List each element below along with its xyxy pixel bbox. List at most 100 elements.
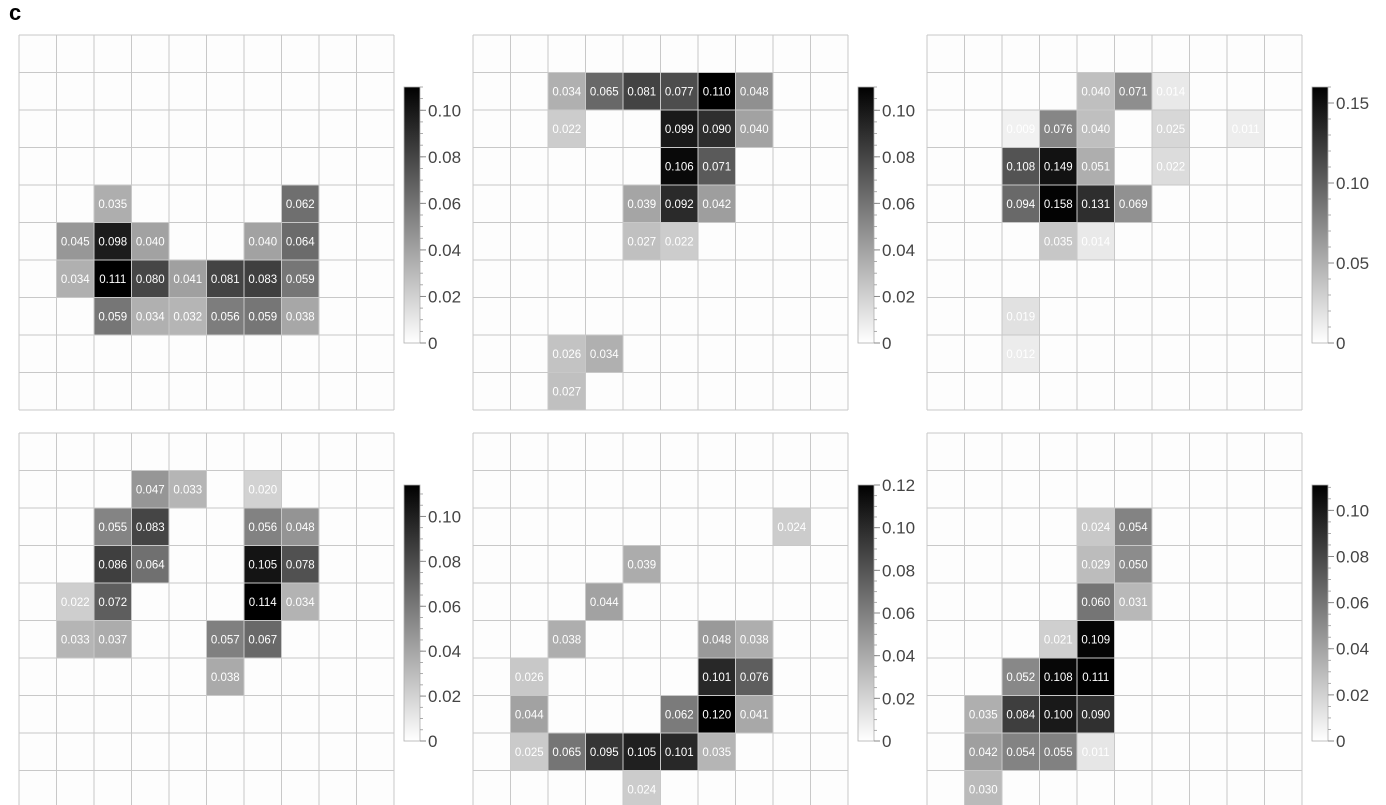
heatmap-cell [585,335,623,373]
cell-value-label: 0.109 [1081,634,1110,646]
heatmap-cell [169,297,207,335]
colorbar-tick-label: 0.02 [1336,686,1369,705]
cell-value-label: 0.048 [702,634,731,646]
heatmap-cell [698,72,736,110]
heatmap-cell [698,733,736,771]
cell-value-label: 0.048 [740,86,769,98]
heatmap-cell [698,620,736,658]
cell-value-label: 0.069 [1119,199,1148,211]
cell-value-label: 0.071 [1119,86,1148,98]
heatmap-cell [1002,695,1040,733]
colorbar-tick-label: 0.02 [428,687,461,706]
cell-value-label: 0.081 [627,86,656,98]
cell-value-label: 0.084 [1006,709,1035,721]
cell-value-label: 0.035 [98,199,127,211]
cell-value-label: 0.059 [248,311,277,323]
cell-value-label: 0.026 [552,349,581,361]
heatmap-cell [131,470,169,508]
cell-value-label: 0.149 [1044,161,1073,173]
cell-value-label: 0.108 [1006,161,1035,173]
colorbar-tick-label: 0.06 [1336,594,1369,613]
heatmap-cell [1002,110,1040,148]
heatmap-cell [510,733,548,771]
heatmap-cell [131,545,169,583]
colorbar-tick-label: 0.06 [882,604,915,623]
cell-value-label: 0.052 [1006,672,1035,684]
cell-value-label: 0.033 [61,634,90,646]
cell-value-label: 0.012 [1006,349,1035,361]
cell-value-label: 0.105 [248,559,277,571]
heatmap-cell [131,222,169,260]
heatmap-cell [698,658,736,696]
colorbar-tick-label: 0.10 [1336,174,1369,193]
cell-value-label: 0.044 [590,597,619,609]
cell-value-label: 0.009 [1006,124,1035,136]
heatmap-cell [244,583,282,621]
heatmap-cell [1077,185,1115,223]
heatmap-cell [94,297,132,335]
heatmap-cell [94,185,132,223]
cell-value-label: 0.038 [552,634,581,646]
heatmap-cell [94,222,132,260]
heatmap-cell [660,72,698,110]
heatmap-cell [660,222,698,260]
cell-value-label: 0.027 [552,386,581,398]
colorbar-tick-label: 0.02 [428,287,461,306]
cell-value-label: 0.038 [740,634,769,646]
heatmap-cell [1114,545,1152,583]
heatmap-cell [698,185,736,223]
heatmap-cell [623,72,661,110]
heatmap-cell [281,260,319,298]
cell-value-label: 0.106 [665,161,694,173]
cell-value-label: 0.080 [136,274,165,286]
colorbar-tick-label: 0.04 [428,241,461,260]
heatmap-cell [964,695,1002,733]
heatmap-cell [660,185,698,223]
heatmap-cell [1077,110,1115,148]
cell-value-label: 0.111 [1082,672,1109,684]
heatmap-cell [1077,72,1115,110]
heatmap-cell [1039,658,1077,696]
cell-value-label: 0.022 [1156,161,1185,173]
cell-value-label: 0.065 [552,747,581,759]
cell-value-label: 0.035 [702,747,731,759]
cell-value-label: 0.025 [515,747,544,759]
cell-value-label: 0.041 [173,274,202,286]
heatmap-cell [244,260,282,298]
cell-value-label: 0.076 [740,672,769,684]
heatmap-cell [94,620,132,658]
cell-value-label: 0.059 [286,274,315,286]
heatmap-cell [964,733,1002,771]
cell-value-label: 0.110 [703,86,731,98]
colorbar [1311,86,1329,344]
cell-value-label: 0.048 [286,522,315,534]
cell-value-label: 0.101 [702,672,731,684]
cell-value-label: 0.014 [1081,236,1110,248]
heatmap-cell [1114,185,1152,223]
colorbar-tick-label: 0.12 [882,476,915,495]
cell-value-label: 0.019 [1006,311,1035,323]
cell-value-label: 0.099 [665,124,694,136]
heatmap-panel-2: 0.034 0.065 0.081 0.077 0.110 0.048 0.022 0.099… [472,34,915,411]
colorbar-tick-label: 0 [882,732,891,751]
cell-value-label: 0.022 [552,124,581,136]
cell-value-label: 0.056 [211,311,240,323]
cell-value-label: 0.040 [1081,86,1110,98]
heatmap-cell [548,733,586,771]
heatmap-cell [56,222,94,260]
cell-value-label: 0.083 [248,274,277,286]
heatmap-cell [1002,147,1040,185]
cell-value-label: 0.029 [1081,559,1110,571]
cell-value-label: 0.120 [702,709,731,721]
heatmap-cell [169,470,207,508]
cell-value-label: 0.111 [99,274,126,286]
cell-value-label: 0.033 [173,484,202,496]
heatmap-cell [56,260,94,298]
heatmap-cell [244,297,282,335]
heatmap-cell [698,695,736,733]
heatmap-cell [585,583,623,621]
cell-value-label: 0.064 [136,559,165,571]
colorbar-tick-label: 0.02 [882,287,915,306]
